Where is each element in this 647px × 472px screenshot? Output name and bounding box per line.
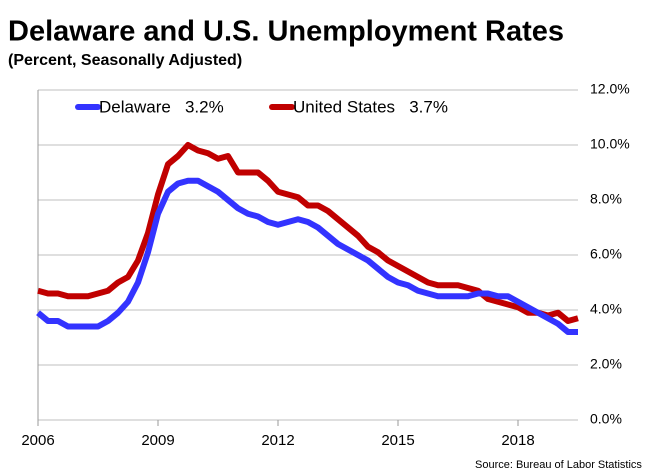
series-line — [36, 177, 578, 335]
y-tick-label: 8.0% — [590, 191, 622, 207]
y-tick-label: 10.0% — [590, 136, 630, 152]
source-note: Source: Bureau of Labor Statistics — [475, 459, 642, 471]
y-tick-label: 2.0% — [590, 356, 622, 372]
series-line — [37, 142, 579, 324]
chart-subtitle: (Percent, Seasonally Adjusted) — [8, 52, 242, 69]
x-tick-label: 2009 — [141, 432, 174, 449]
chart-title: Delaware and U.S. Unemployment Rates — [8, 16, 564, 48]
y-tick-label: 0.0% — [590, 411, 622, 427]
x-tick-label: 2015 — [381, 432, 414, 449]
legend-label: Delaware 3.2% — [99, 97, 224, 116]
y-tick-label: 12.0% — [590, 81, 630, 97]
y-tick-label: 6.0% — [590, 246, 622, 262]
x-tick-label: 2012 — [261, 432, 294, 449]
x-tick-label: 2018 — [501, 432, 534, 449]
legend-label: United States 3.7% — [293, 97, 448, 116]
y-tick-label: 4.0% — [590, 301, 622, 317]
x-tick-label: 2006 — [21, 432, 54, 449]
